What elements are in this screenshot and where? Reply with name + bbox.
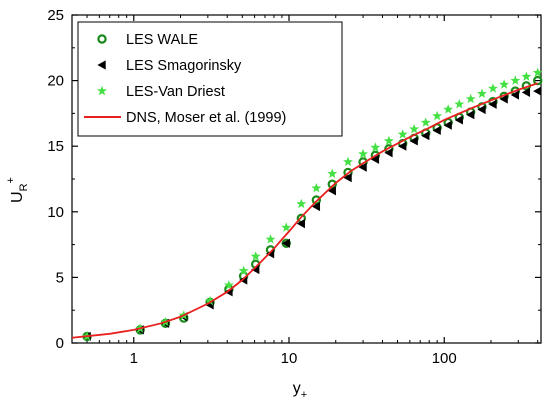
data-point [432, 125, 441, 136]
data-point [281, 238, 290, 248]
series-layer [71, 67, 543, 342]
data-point [205, 295, 215, 306]
data-point [370, 142, 381, 152]
data-point [397, 129, 408, 139]
data-point [488, 99, 497, 109]
axis-ticks [71, 14, 541, 344]
data-point [358, 162, 367, 172]
data-point [477, 88, 487, 98]
data-point [296, 219, 305, 229]
data-point [327, 179, 337, 189]
data-point [281, 222, 292, 232]
data-point [420, 117, 431, 127]
y-axis-label: UR+ [5, 177, 30, 203]
legend-item: LES Smagorinsky [97, 58, 242, 74]
legend-swatch [97, 60, 106, 70]
data-point [265, 234, 276, 244]
data-point [510, 90, 520, 100]
y-tick-label: 0 [56, 335, 64, 352]
data-point [421, 131, 430, 141]
data-point [398, 141, 407, 151]
data-point [510, 75, 521, 85]
x-tick-label: 100 [432, 350, 457, 367]
data-point [532, 67, 543, 77]
legend-label: LES-Van Driest [126, 84, 225, 100]
data-point [327, 186, 336, 196]
data-point [432, 110, 443, 121]
legend-swatch [97, 34, 107, 44]
data-point [383, 135, 394, 146]
data-point [409, 136, 418, 146]
data-point [311, 195, 322, 205]
y-tick-label: 20 [47, 73, 64, 90]
x-tick-label: 1 [130, 350, 138, 367]
data-point [250, 251, 261, 261]
y-tick-label: 10 [47, 204, 64, 221]
data-point [443, 120, 452, 130]
data-point [296, 198, 307, 209]
axis-tick-labels: 0 5 10 15 20 25 1 10 100 [47, 7, 456, 367]
y-tick-label: 25 [47, 7, 64, 24]
data-point [465, 93, 476, 104]
data-point [343, 173, 352, 183]
data-point [454, 115, 463, 125]
data-point [251, 264, 260, 275]
data-point [533, 75, 543, 86]
y-tick-label: 15 [47, 138, 64, 155]
data-point [223, 280, 234, 290]
legend-label: LES Smagorinsky [126, 58, 242, 74]
data-point [311, 182, 322, 193]
data-point [477, 104, 486, 115]
data-point [521, 71, 532, 81]
data-point [384, 148, 393, 158]
data-point [533, 86, 542, 96]
x-axis-label: y+ [293, 380, 307, 401]
legend-label: DNS, Moser et al. (1999) [126, 110, 286, 126]
data-point [358, 148, 369, 159]
data-point [443, 104, 454, 114]
series-dns-moser-et-al-1999 [71, 82, 538, 339]
x-tick-label: 10 [281, 350, 298, 367]
data-point [454, 99, 465, 109]
legend-box [77, 21, 343, 137]
data-point [238, 265, 249, 276]
y-tick-label: 5 [56, 269, 64, 286]
data-point [499, 79, 510, 89]
data-point [488, 83, 498, 93]
data-point [311, 201, 321, 212]
data-point [327, 168, 338, 178]
legend-item: LES WALE [97, 32, 198, 48]
series-line [71, 82, 538, 339]
data-point [466, 110, 475, 120]
data-point [343, 156, 353, 167]
data-point [499, 94, 508, 104]
data-point [370, 154, 380, 164]
legend-label: LES WALE [126, 32, 198, 48]
data-point [409, 123, 420, 134]
legend: LES WALE LES Smagorinsky LES-Van Driest DNS… [77, 21, 343, 137]
legend-item: DNS, Moser et al. (1999) [84, 110, 286, 126]
legend-item: LES-Van Driest [97, 84, 225, 100]
legend-swatch [97, 85, 107, 96]
data-point [521, 87, 531, 98]
